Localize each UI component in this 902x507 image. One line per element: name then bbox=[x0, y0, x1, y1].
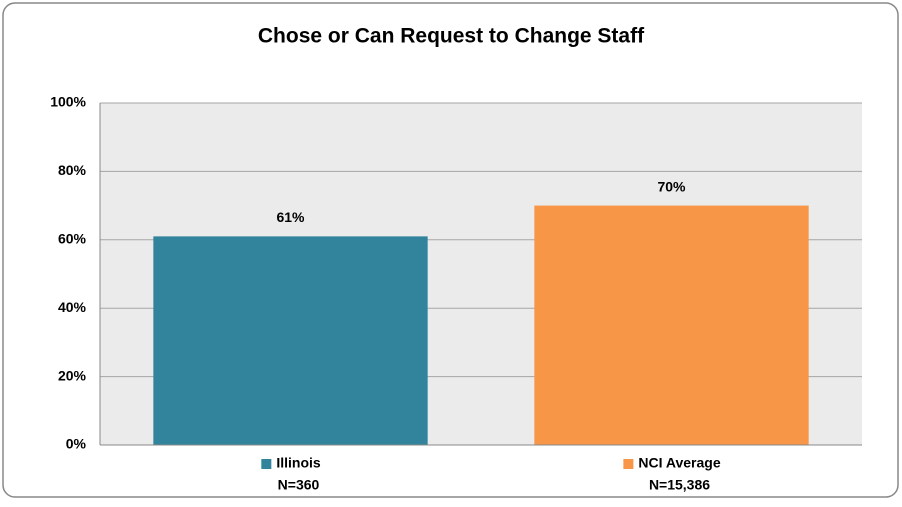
y-tick-label: 20% bbox=[58, 367, 87, 383]
data-label: 70% bbox=[657, 178, 686, 194]
bar bbox=[153, 236, 428, 445]
y-tick-label: 40% bbox=[58, 299, 87, 315]
sample-size: N=15,386 bbox=[649, 477, 710, 493]
x-tick-label: Illinois bbox=[276, 455, 321, 471]
sample-size: N=360 bbox=[278, 477, 320, 493]
y-tick-label: 80% bbox=[58, 162, 87, 178]
y-tick-label: 60% bbox=[58, 231, 87, 247]
chart-title: Chose or Can Request to Change Staff bbox=[258, 25, 645, 48]
y-tick-label: 100% bbox=[50, 94, 86, 110]
bar bbox=[534, 205, 809, 445]
y-tick-label: 0% bbox=[66, 436, 87, 452]
x-tick-label: NCI Average bbox=[638, 455, 720, 471]
legend-swatch bbox=[261, 459, 272, 469]
legend-swatch bbox=[623, 459, 634, 469]
data-label: 61% bbox=[276, 209, 305, 225]
